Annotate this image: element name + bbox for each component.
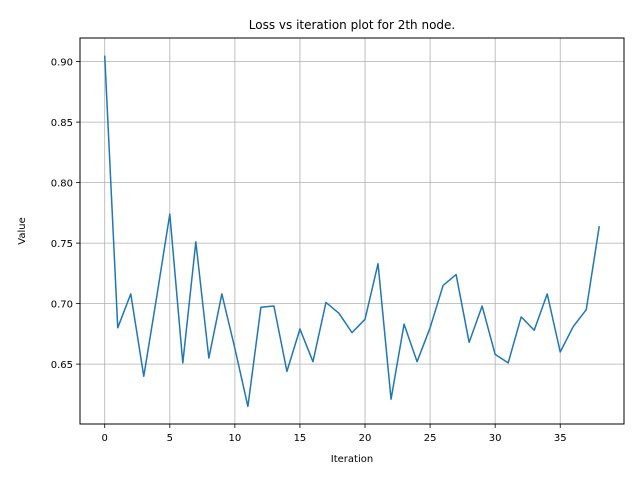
y-tick-label: 0.85 — [51, 118, 73, 129]
x-tick-label: 25 — [424, 433, 437, 444]
y-tick-label: 0.70 — [51, 300, 73, 311]
chart-title: Loss vs iteration plot for 2th node. — [249, 18, 455, 32]
x-axis: 0 5 10 15 20 25 30 35 — [102, 424, 567, 444]
y-tick-label: 0.75 — [51, 239, 73, 250]
x-tick-label: 10 — [229, 433, 242, 444]
grid — [80, 38, 624, 424]
y-tick-label: 0.90 — [51, 58, 73, 69]
x-tick-label: 0 — [102, 433, 108, 444]
plot-frame — [79, 37, 625, 425]
y-axis: 0.65 0.70 0.75 0.80 0.85 0.90 — [51, 58, 80, 371]
series-layer — [103, 55, 601, 408]
x-axis-label: Iteration — [331, 454, 373, 465]
x-tick-label: 5 — [167, 433, 173, 444]
x-tick-label: 15 — [294, 433, 307, 444]
series-line — [103, 55, 601, 408]
x-tick-label: 35 — [554, 433, 567, 444]
y-axis-label: Value — [17, 217, 28, 244]
x-tick-label: 20 — [359, 433, 372, 444]
y-tick-label: 0.65 — [51, 360, 73, 371]
y-tick-label: 0.80 — [51, 179, 73, 190]
x-tick-label: 30 — [489, 433, 502, 444]
